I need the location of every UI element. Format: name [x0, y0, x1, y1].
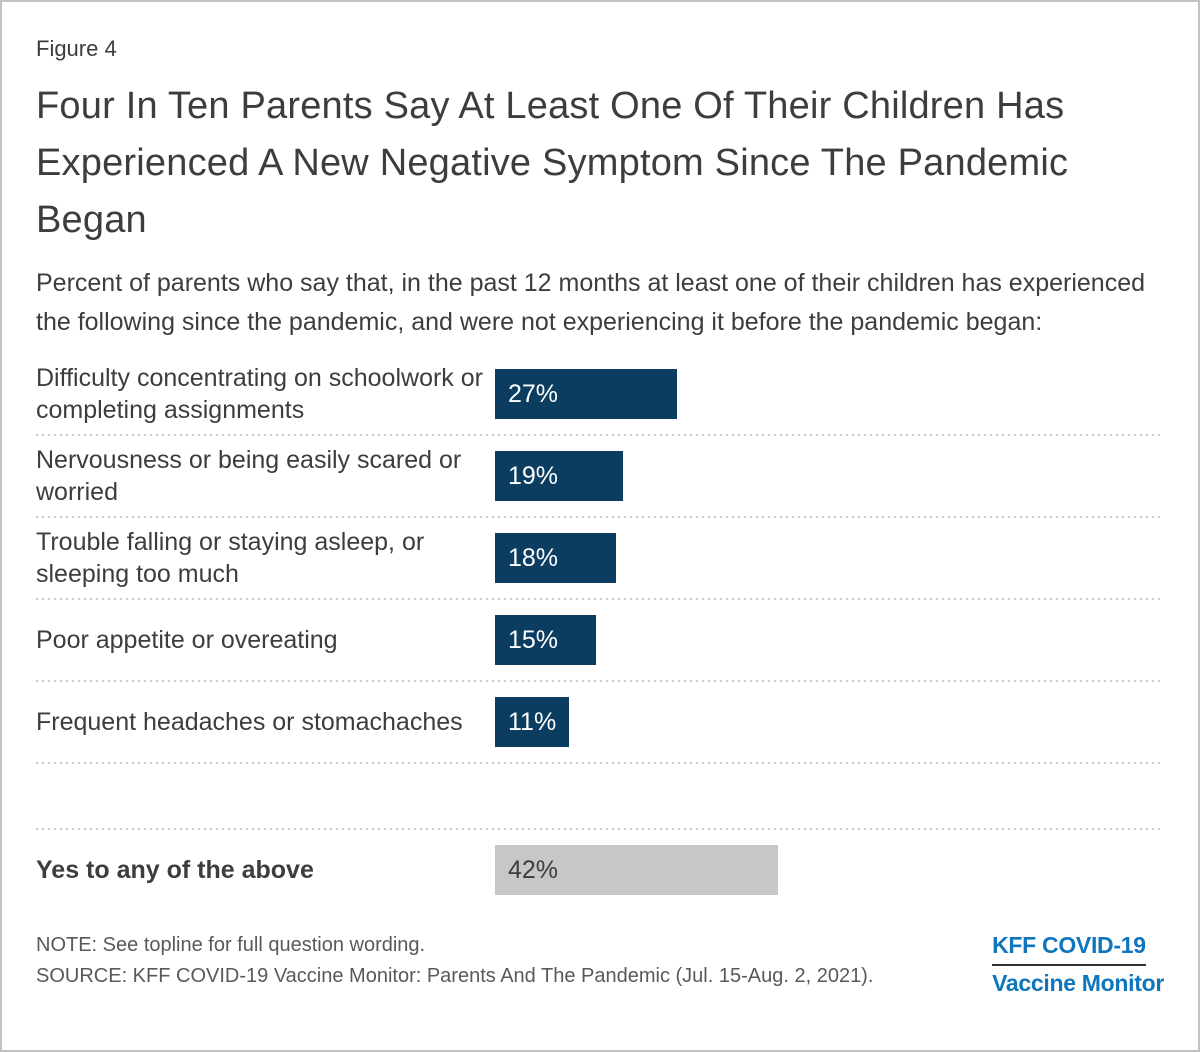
chart-subtitle: Percent of parents who say that, in the …: [36, 269, 1145, 336]
chart-row: Poor appetite or overeating 15%: [36, 600, 1164, 680]
row-separator: [36, 680, 1164, 682]
chart-title: Four In Ten Parents Say At Least One Of …: [36, 85, 1069, 241]
footer: NOTE: See topline for full question word…: [36, 930, 1164, 997]
row-label: Trouble falling or staying asleep, or sl…: [36, 528, 425, 588]
logo-line2: Vaccine Monitor: [992, 970, 1164, 996]
row-bar: 18%: [495, 533, 616, 583]
row-separator: [36, 434, 1164, 436]
summary-row: Yes to any of the above 42%: [36, 830, 1164, 910]
chart-row: Trouble falling or staying asleep, or sl…: [36, 518, 1164, 598]
row-bar: 19%: [495, 451, 623, 501]
row-separator: [36, 828, 1164, 830]
chart-row: Difficulty concentrating on schoolwork o…: [36, 354, 1164, 434]
summary-bar: 42%: [495, 845, 778, 895]
row-label: Difficulty concentrating on schoolwork o…: [36, 364, 483, 424]
row-label: Frequent headaches or stomachaches: [36, 708, 463, 736]
row-bar: 27%: [495, 369, 677, 419]
note-text: NOTE: See topline for full question word…: [36, 934, 426, 956]
chart-row: Frequent headaches or stomachaches 11%: [36, 682, 1164, 762]
empty-row-spacer: [36, 764, 1164, 828]
row-bar: 11%: [495, 697, 569, 747]
row-separator: [36, 762, 1164, 764]
bar-chart: Difficulty concentrating on schoolwork o…: [36, 354, 1164, 910]
row-bar: 15%: [495, 615, 596, 665]
kff-logo: KFF COVID-19 Vaccine Monitor: [992, 932, 1164, 997]
source-text: SOURCE: KFF COVID-19 Vaccine Monitor: Pa…: [36, 965, 874, 987]
figure-label: Figure 4: [36, 36, 117, 61]
row-separator: [36, 598, 1164, 600]
row-label: Poor appetite or overeating: [36, 626, 338, 654]
row-separator: [36, 516, 1164, 518]
chart-row: Nervousness or being easily scared or wo…: [36, 436, 1164, 516]
summary-label: Yes to any of the above: [36, 856, 314, 884]
footer-notes: NOTE: See topline for full question word…: [36, 930, 873, 992]
row-label: Nervousness or being easily scared or wo…: [36, 446, 462, 506]
logo-line1: KFF COVID-19: [992, 932, 1146, 966]
